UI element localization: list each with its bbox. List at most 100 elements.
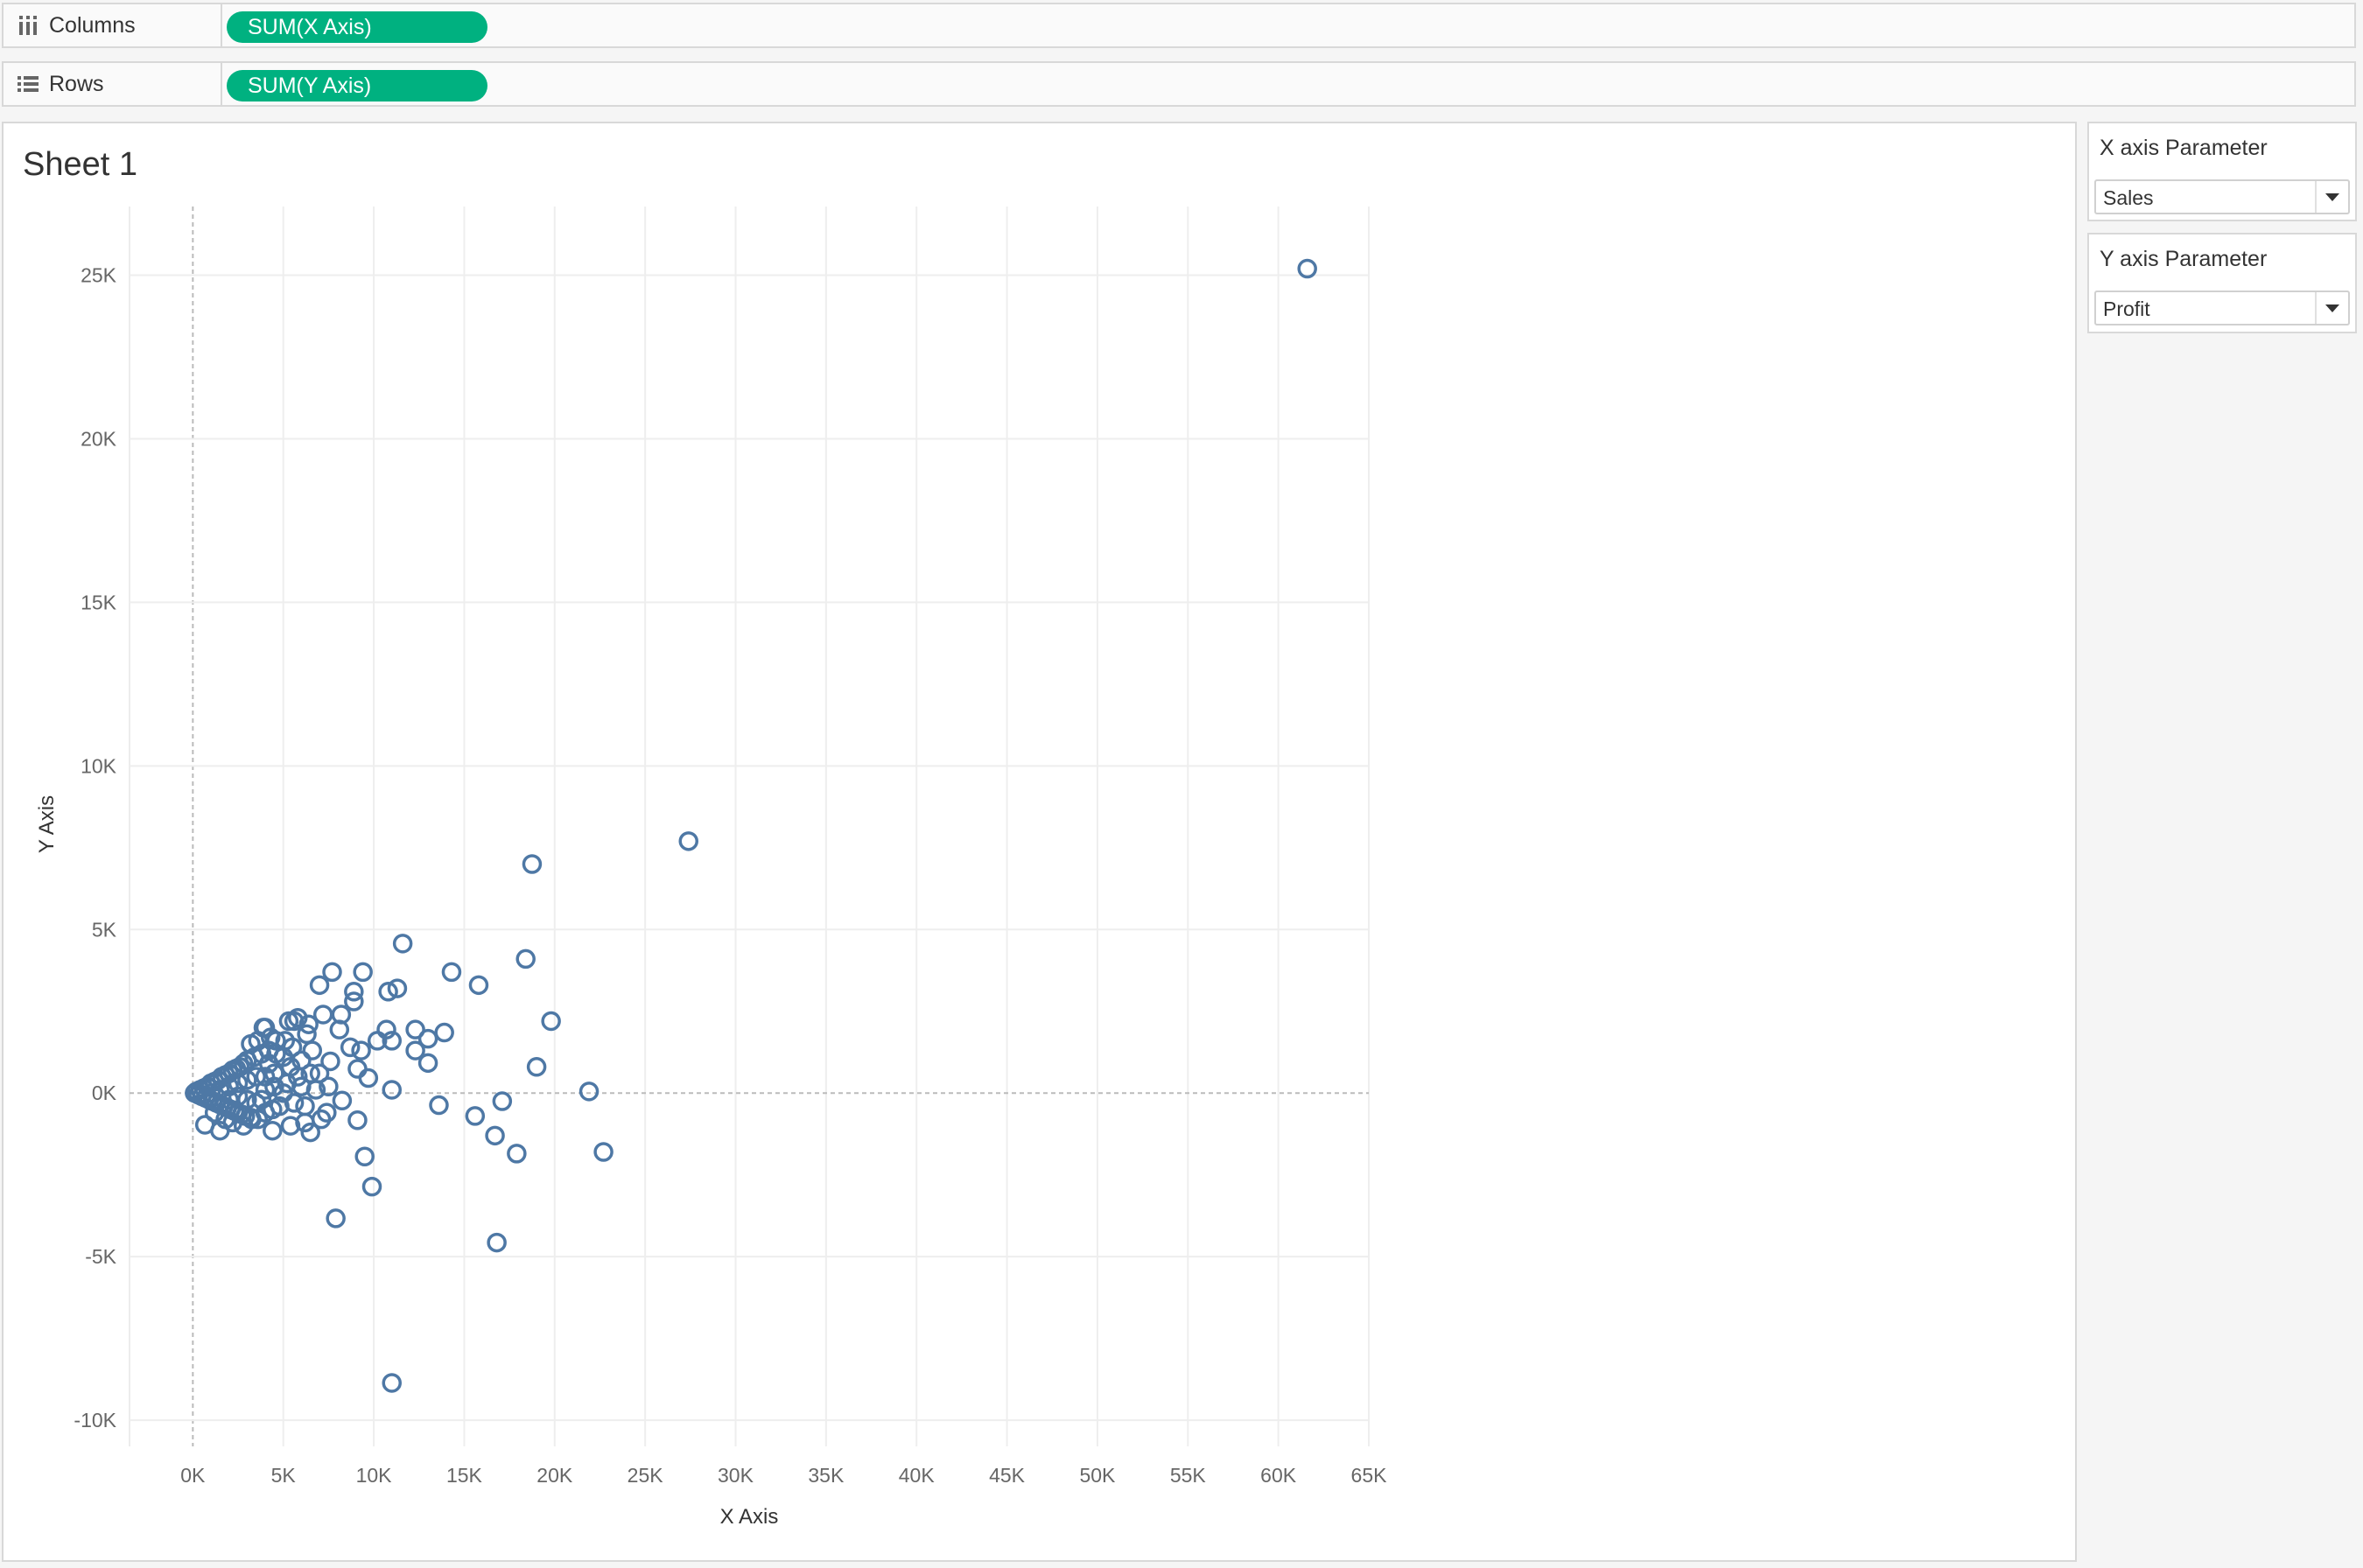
data-point <box>300 1122 320 1143</box>
data-point <box>264 1063 284 1084</box>
data-point <box>219 1089 239 1110</box>
x-tick-label: 55K <box>1170 1464 1207 1487</box>
data-point <box>228 1086 249 1107</box>
data-point <box>347 1059 368 1079</box>
rows-shelf[interactable]: Rows SUM(Y Axis) <box>2 61 2356 107</box>
data-point <box>465 1106 486 1126</box>
data-point <box>405 1019 425 1040</box>
data-point <box>515 948 536 970</box>
data-point <box>382 1373 402 1393</box>
y-tick-label: 25K <box>81 264 117 287</box>
y-axis-parameter-value: Profit <box>2103 298 2150 320</box>
x-axis-title: X Axis <box>720 1505 779 1529</box>
data-point <box>309 975 330 996</box>
data-point <box>295 1112 315 1133</box>
data-point <box>678 831 699 851</box>
data-point <box>429 1095 449 1116</box>
columns-icon <box>16 16 40 35</box>
data-point <box>507 1144 527 1164</box>
data-point <box>344 982 364 1002</box>
x-tick-label: 25K <box>628 1464 664 1487</box>
data-point <box>251 1089 272 1110</box>
data-point <box>378 982 398 1002</box>
rows-pill-sum-y-axis[interactable]: SUM(Y Axis) <box>227 70 487 102</box>
data-point <box>309 1063 330 1084</box>
data-point <box>291 1050 312 1071</box>
data-point <box>351 1040 371 1060</box>
data-point <box>320 1051 340 1072</box>
x-tick-label: 10K <box>356 1464 393 1487</box>
data-point <box>332 1090 353 1111</box>
columns-pill-sum-x-axis[interactable]: SUM(X Axis) <box>227 11 487 43</box>
x-tick-label: 50K <box>1079 1464 1116 1487</box>
y-tick-label: 15K <box>81 591 117 613</box>
data-point <box>417 1053 438 1074</box>
data-point <box>392 934 413 954</box>
data-point <box>297 1024 317 1045</box>
x-axis-parameter-dropdown[interactable]: Sales <box>2094 179 2350 214</box>
y-axis-parameter-card: Y axis Parameter Profit <box>2087 233 2357 333</box>
x-axis-parameter-card: X axis Parameter Sales <box>2087 122 2357 221</box>
data-point <box>405 1040 425 1060</box>
data-point <box>526 1057 547 1077</box>
data-point <box>485 1125 505 1146</box>
data-point <box>340 1037 361 1058</box>
y-tick-label: 20K <box>81 427 117 450</box>
data-point <box>258 1054 279 1074</box>
data-point <box>593 1142 614 1162</box>
data-point <box>237 1070 257 1090</box>
data-point <box>522 854 543 874</box>
data-point <box>492 1091 513 1111</box>
data-point <box>326 1208 346 1228</box>
columns-label: Columns <box>49 12 136 38</box>
chevron-down-icon <box>2325 192 2339 201</box>
columns-shelf[interactable]: Columns SUM(X Axis) <box>2 3 2356 48</box>
x-tick-label: 20K <box>536 1464 573 1487</box>
data-point <box>367 1031 388 1051</box>
x-tick-label: 0K <box>180 1464 206 1487</box>
y-tick-label: 0K <box>92 1082 117 1104</box>
x-tick-label: 15K <box>446 1464 483 1487</box>
x-tick-label: 35K <box>808 1464 845 1487</box>
data-point <box>295 1096 315 1116</box>
gridlines <box>129 206 1370 1446</box>
data-point <box>1297 258 1317 279</box>
data-point <box>322 962 342 983</box>
data-point <box>222 1112 243 1133</box>
data-point <box>347 1110 368 1130</box>
data-point <box>263 1120 283 1141</box>
x-axis-parameter-title: X axis Parameter <box>2100 136 2268 160</box>
data-point <box>354 1146 375 1166</box>
data-point <box>255 1080 276 1100</box>
data-point <box>287 1007 308 1028</box>
data-point <box>578 1082 600 1102</box>
data-point <box>387 978 408 998</box>
rows-shelf-label: Rows <box>4 63 222 105</box>
dropdown-arrow-button[interactable] <box>2315 181 2348 213</box>
x-tick-label: 30K <box>718 1464 754 1487</box>
y-axis-parameter-title: Y axis Parameter <box>2100 247 2268 271</box>
sheet-title: Sheet 1 <box>23 146 137 183</box>
y-tick-label: -10K <box>74 1409 116 1432</box>
data-point <box>278 1011 299 1032</box>
data-point <box>246 1067 266 1087</box>
data-point <box>541 1011 561 1032</box>
data-point <box>468 975 489 996</box>
dropdown-arrow-button[interactable] <box>2315 292 2348 324</box>
sheet-view: Sheet 1 <box>2 122 2077 1562</box>
data-point <box>228 1073 249 1094</box>
y-tick-label: 5K <box>92 918 117 941</box>
data-marks <box>185 258 1317 1393</box>
data-point <box>200 1082 221 1103</box>
data-point <box>284 1093 305 1113</box>
data-point <box>382 1031 402 1051</box>
data-point <box>361 1176 382 1197</box>
data-point <box>441 962 462 983</box>
data-point <box>434 1022 454 1043</box>
data-point <box>319 1076 339 1096</box>
data-point <box>329 1019 350 1040</box>
columns-shelf-label: Columns <box>4 4 222 46</box>
y-axis-parameter-dropdown[interactable]: Profit <box>2094 290 2350 326</box>
x-tick-label: 65K <box>1351 1464 1388 1487</box>
